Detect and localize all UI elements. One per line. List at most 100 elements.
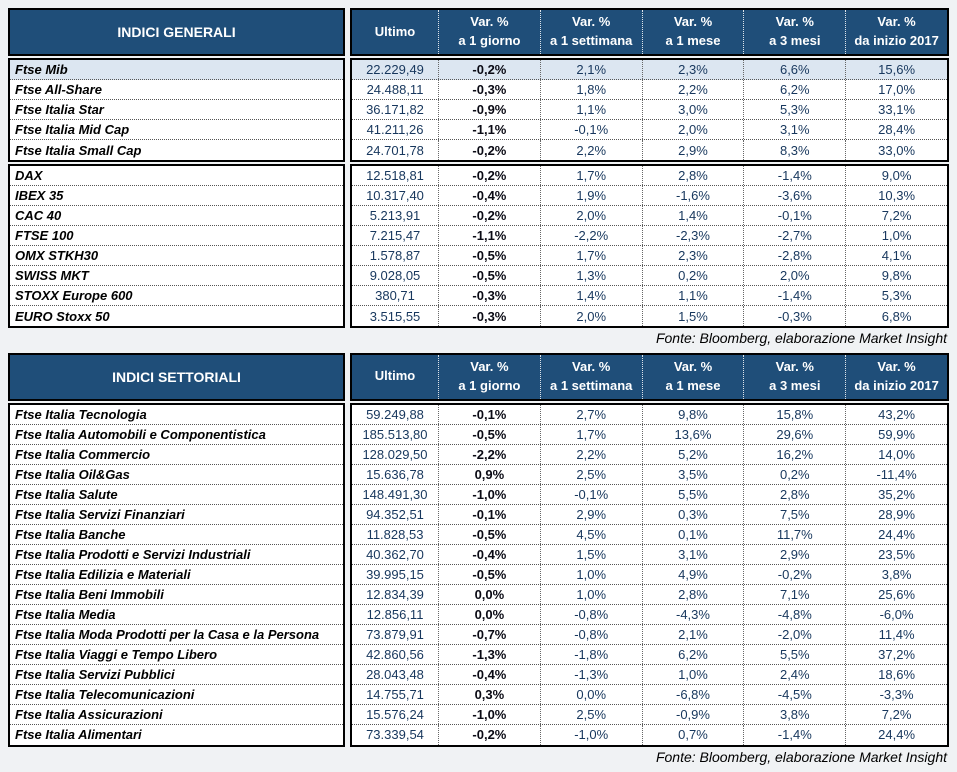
var-cell: 5,5% (743, 644, 845, 664)
var-cell: 9,8% (845, 266, 947, 285)
var-cell: -0,1% (438, 504, 540, 524)
var-cell: -0,3% (743, 306, 845, 326)
var-cell: 5,3% (743, 100, 845, 119)
column-header-var: Var. % da inizio 2017 (845, 354, 947, 399)
column-header-ultimo: Ultimo (352, 10, 438, 54)
var-cell: 1,3% (539, 266, 642, 285)
var-cell: -1,3% (438, 644, 540, 664)
var-cell: 2,9% (641, 140, 744, 160)
ultimo-cell: 5.213,91 (369, 208, 421, 223)
var-cell: 24,4% (845, 724, 947, 745)
var-cell: 5,5% (641, 484, 744, 504)
ultimo-cell: 24.701,78 (366, 142, 424, 158)
var-cell: 2,8% (641, 584, 744, 604)
index-values-row: 59.249,88 -0,1% 2,7% 9,8% 15,8% 43,2% (352, 404, 947, 425)
var-cell: 4,9% (641, 564, 744, 584)
index-name-row: CAC 40 (10, 206, 343, 226)
column-header-var: Var. % a 1 mese (641, 10, 744, 54)
column-header-var: Var. % a 1 settimana (539, 10, 642, 54)
index-values-group: 12.518,81 -0,2% 1,7% 2,8% -1,4% 9,0% 10.317,40… (350, 164, 949, 328)
var-cell: 2,9% (743, 544, 845, 564)
column-header-var: Var. % a 1 giorno (438, 354, 540, 399)
ultimo-cell: 12.856,11 (366, 606, 424, 622)
var-cell: -0,5% (438, 246, 540, 265)
ultimo-cell: 1.578,87 (369, 248, 421, 263)
var-cell: 11,4% (845, 624, 947, 644)
source-note: Fonte: Bloomberg, elaborazione Market In… (655, 330, 947, 346)
var-cell: 14,0% (845, 444, 947, 464)
ultimo-cell: 94.352,51 (366, 506, 424, 522)
var-cell: 43,2% (845, 404, 947, 424)
index-name-row: EURO Stoxx 50 (15, 308, 110, 324)
column-headers-row: Ultimo Var. % a 1 giorno Var. % a 1 settiman… (350, 8, 949, 56)
var-cell: 3,8% (743, 704, 845, 724)
ultimo-cell: 11.828,53 (366, 526, 424, 542)
ultimo-cell: 24.488,11 (366, 82, 424, 97)
var-cell: 33,0% (845, 140, 947, 160)
column-header-var: Var. % a 3 mesi (743, 354, 845, 399)
table-title: INDICI GENERALI (8, 8, 345, 56)
var-cell: 1,1% (539, 100, 642, 119)
index-values-row: 40.362,70 -0,4% 1,5% 3,1% 2,9% 23,5% (352, 544, 947, 565)
var-cell: 1,4% (539, 286, 642, 305)
var-cell: 4,5% (539, 524, 642, 544)
var-cell: 33,1% (845, 100, 947, 119)
general-indices-table: INDICI GENERALI Ftse Mib Ftse All-Share Ft… (8, 8, 949, 350)
var-cell: 25,6% (845, 584, 947, 604)
var-cell: 0,0% (438, 584, 540, 604)
index-name-row: STOXX Europe 600 (10, 286, 343, 306)
index-values-row: 73.339,54 -0,2% -1,0% 0,7% -1,4% 24,4% (352, 724, 947, 745)
var-cell: 0,1% (641, 524, 744, 544)
column-header-line1: Ultimo (374, 368, 416, 384)
column-header-line1: Var. % (877, 358, 916, 374)
index-values-row: 11.828,53 -0,5% 4,5% 0,1% 11,7% 24,4% (352, 524, 947, 545)
index-values-row: 28.043,48 -0,4% -1,3% 1,0% 2,4% 18,6% (352, 664, 947, 685)
ultimo-cell: 22.229,49 (366, 62, 424, 77)
index-name-row: Ftse Italia Banche (10, 525, 343, 545)
var-cell: 3,1% (743, 120, 845, 139)
var-cell: -0,5% (438, 564, 540, 584)
var-cell: 9,8% (641, 404, 744, 424)
var-cell: -11,4% (845, 464, 947, 484)
values-columns: Ultimo Var. % a 1 giorno Var. % a 1 settiman… (350, 8, 949, 328)
var-cell: 2,3% (641, 246, 744, 265)
index-name-row: Ftse Italia Mid Cap (10, 120, 343, 140)
var-cell: 1,4% (641, 206, 744, 225)
index-name-row: Ftse Italia Small Cap (15, 142, 142, 158)
values-columns: Ultimo Var. % a 1 giorno Var. % a 1 settiman… (350, 352, 949, 747)
var-cell: -0,2% (438, 166, 540, 185)
index-name-row: Ftse Italia Viaggi e Tempo Libero (10, 645, 343, 665)
var-cell: -0,2% (438, 140, 540, 160)
index-name-row: Ftse Italia Media (10, 605, 343, 625)
var-cell: -0,1% (539, 120, 642, 139)
column-header-line2: a 1 settimana (550, 33, 633, 48)
var-cell: -0,3% (438, 306, 540, 326)
index-name-group: Ftse Mib Ftse All-Share Ftse Italia Star Ft… (8, 58, 345, 162)
var-cell: 24,4% (845, 524, 947, 544)
var-cell: 1,9% (539, 186, 642, 205)
var-cell: -1,1% (438, 226, 540, 245)
ultimo-cell: 128.029,50 (362, 446, 428, 462)
index-values-row: 185.513,80 -0,5% 1,7% 13,6% 29,6% 59,9% (352, 424, 947, 445)
var-cell: -1,3% (539, 664, 642, 684)
index-values-row: 36.171,82 -0,9% 1,1% 3,0% 5,3% 33,1% (352, 100, 947, 120)
ultimo-cell: 12.834,39 (366, 586, 424, 602)
var-cell: 5,3% (845, 286, 947, 305)
index-values-row: 10.317,40 -0,4% 1,9% -1,6% -3,6% 10,3% (352, 186, 947, 206)
var-cell: -0,1% (743, 206, 845, 225)
var-cell: 1,8% (539, 80, 642, 99)
index-name-row: Ftse Italia Edilizia e Materiali (10, 565, 343, 585)
var-cell: 7,5% (743, 504, 845, 524)
index-values-row: 14.755,71 0,3% 0,0% -6,8% -4,5% -3,3% (352, 684, 947, 705)
var-cell: -0,8% (539, 624, 642, 644)
index-values-row: 12.518,81 -0,2% 1,7% 2,8% -1,4% 9,0% (352, 166, 947, 186)
var-cell: 1,7% (539, 166, 642, 185)
index-values-row: 42.860,56 -1,3% -1,8% 6,2% 5,5% 37,2% (352, 644, 947, 665)
var-cell: 16,2% (743, 444, 845, 464)
index-name-row: Ftse Italia Servizi Pubblici (10, 665, 343, 685)
var-cell: -4,8% (743, 604, 845, 624)
var-cell: -3,6% (743, 186, 845, 205)
var-cell: 35,2% (845, 484, 947, 504)
ultimo-cell: 9.028,05 (369, 268, 421, 283)
column-header-line2: a 1 giorno (458, 33, 521, 48)
